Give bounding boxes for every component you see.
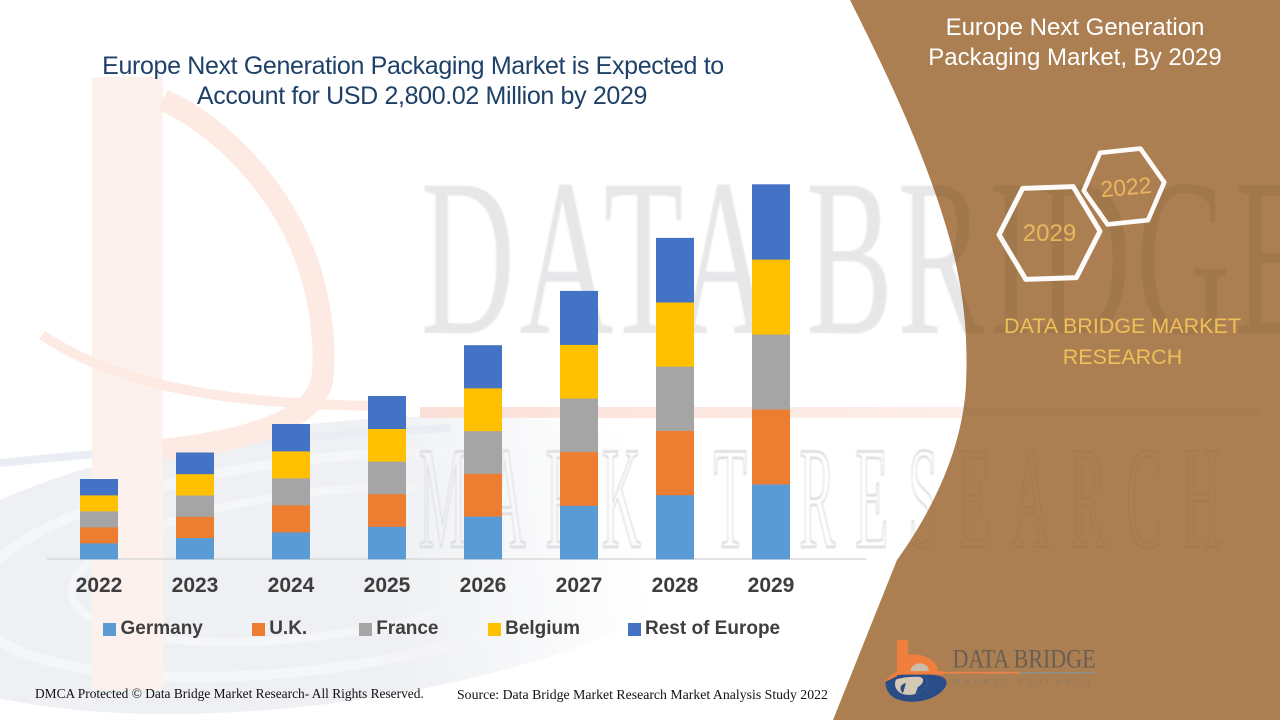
svg-text:MARKET RESEARCH: MARKET RESEARCH <box>953 677 1091 686</box>
svg-text:2029: 2029 <box>1023 220 1076 247</box>
svg-text:2022: 2022 <box>1099 172 1152 202</box>
svg-text:DATA BRIDGE: DATA BRIDGE <box>953 644 1096 674</box>
